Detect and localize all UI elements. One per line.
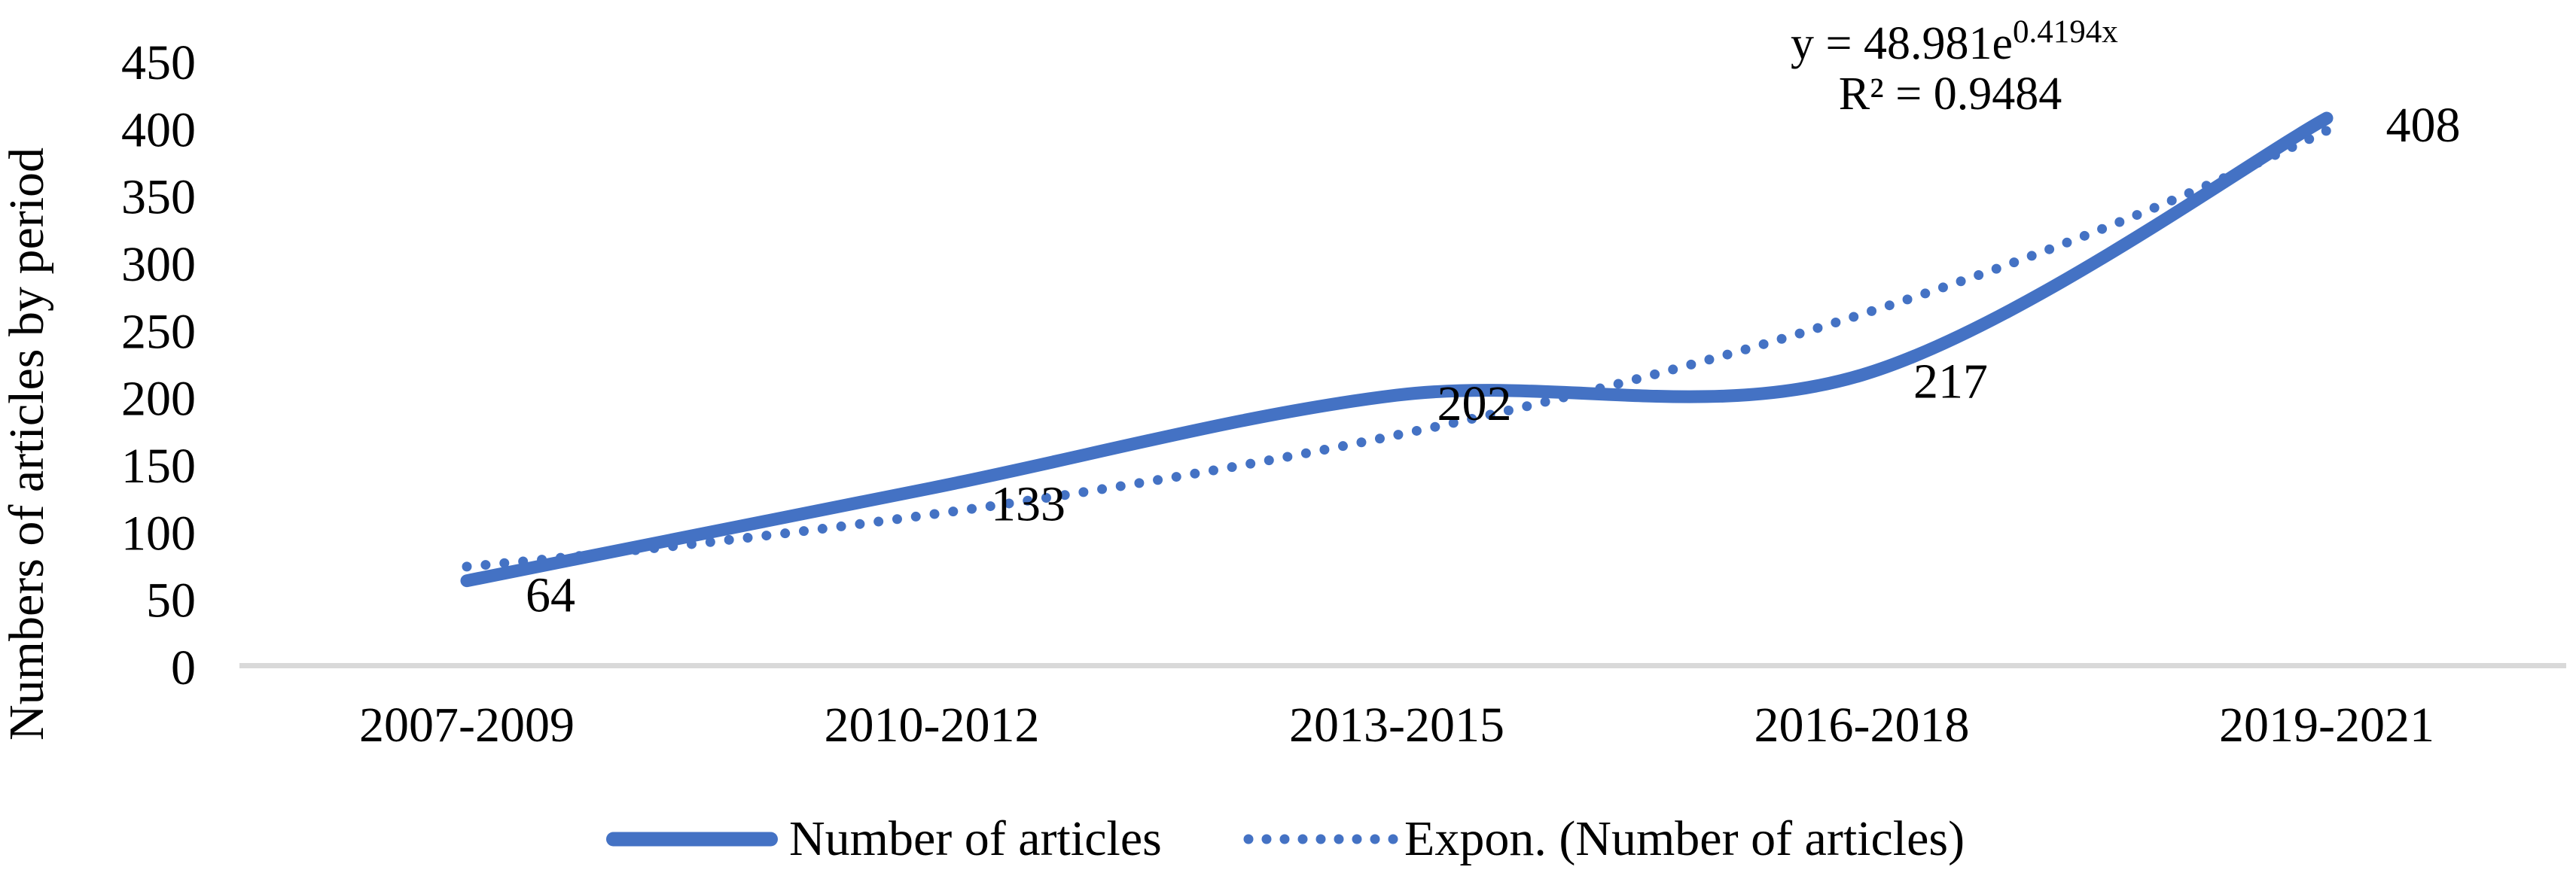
x-category-label: 2016-2018 [1754, 698, 1970, 753]
legend-item-number-of-articles[interactable]: Number of articles [606, 811, 1162, 866]
equation-base: y = 48.981e [1791, 18, 2013, 69]
legend-dot [1334, 834, 1344, 844]
y-axis-tick-labels: 0 50 100 150 200 250 300 350 400 450 [121, 35, 196, 695]
y-tick-label: 300 [121, 237, 196, 292]
legend-label-expon: Expon. (Number of articles) [1404, 811, 1965, 866]
x-axis-category-labels: 2007-2009 2010-2012 2013-2015 2016-2018 2019… [359, 698, 2434, 753]
x-category-label: 2019-2021 [2219, 698, 2434, 753]
legend-label-number-of-articles: Number of articles [789, 811, 1162, 866]
legend-dot [1352, 834, 1362, 844]
y-tick-label: 100 [121, 506, 196, 561]
x-category-label: 2007-2009 [359, 698, 575, 753]
y-tick-label: 50 [146, 573, 196, 628]
y-tick-label: 250 [121, 304, 196, 359]
x-category-label: 2013-2015 [1289, 698, 1504, 753]
chart-legend: Number of articles Expon. (Number of art… [606, 811, 1965, 866]
x-category-label: 2010-2012 [825, 698, 1040, 753]
series-line-number-of-articles [460, 111, 2334, 588]
y-axis-title: Numbers of articles by period [0, 148, 54, 741]
y-tick-label: 400 [121, 102, 196, 157]
exponential-trendline [462, 126, 2332, 572]
trendline-r-squared: R² = 0.9484 [1839, 68, 2062, 120]
data-label: 217 [1913, 354, 1988, 409]
y-tick-label: 0 [171, 640, 196, 695]
legend-dot [1315, 834, 1326, 844]
legend-dot [1370, 834, 1380, 844]
y-tick-label: 150 [121, 439, 196, 494]
y-tick-label: 200 [121, 372, 196, 427]
legend-dot [1279, 834, 1290, 844]
trendline-equation: y = 48.981e0.4194x [1791, 14, 2118, 69]
y-tick-label: 450 [121, 35, 196, 90]
data-label: 202 [1437, 376, 1512, 431]
legend-dot [1297, 834, 1308, 844]
legend-dot [1388, 834, 1398, 844]
legend-dot [1261, 834, 1272, 844]
equation-exponent: 0.4194x [2013, 14, 2118, 50]
data-label: 408 [2386, 98, 2461, 153]
legend-item-expon-number-of-articles[interactable]: Expon. (Number of articles) [1243, 811, 1965, 866]
y-tick-label: 350 [121, 170, 196, 225]
data-label: 64 [526, 568, 575, 623]
legend-dot [1243, 834, 1254, 844]
solid-line-swatch-icon [606, 832, 778, 847]
data-labels: 64 133 202 217 408 [526, 98, 2461, 623]
dotted-line-swatch-icon [1243, 834, 1398, 844]
data-label: 133 [991, 476, 1065, 531]
